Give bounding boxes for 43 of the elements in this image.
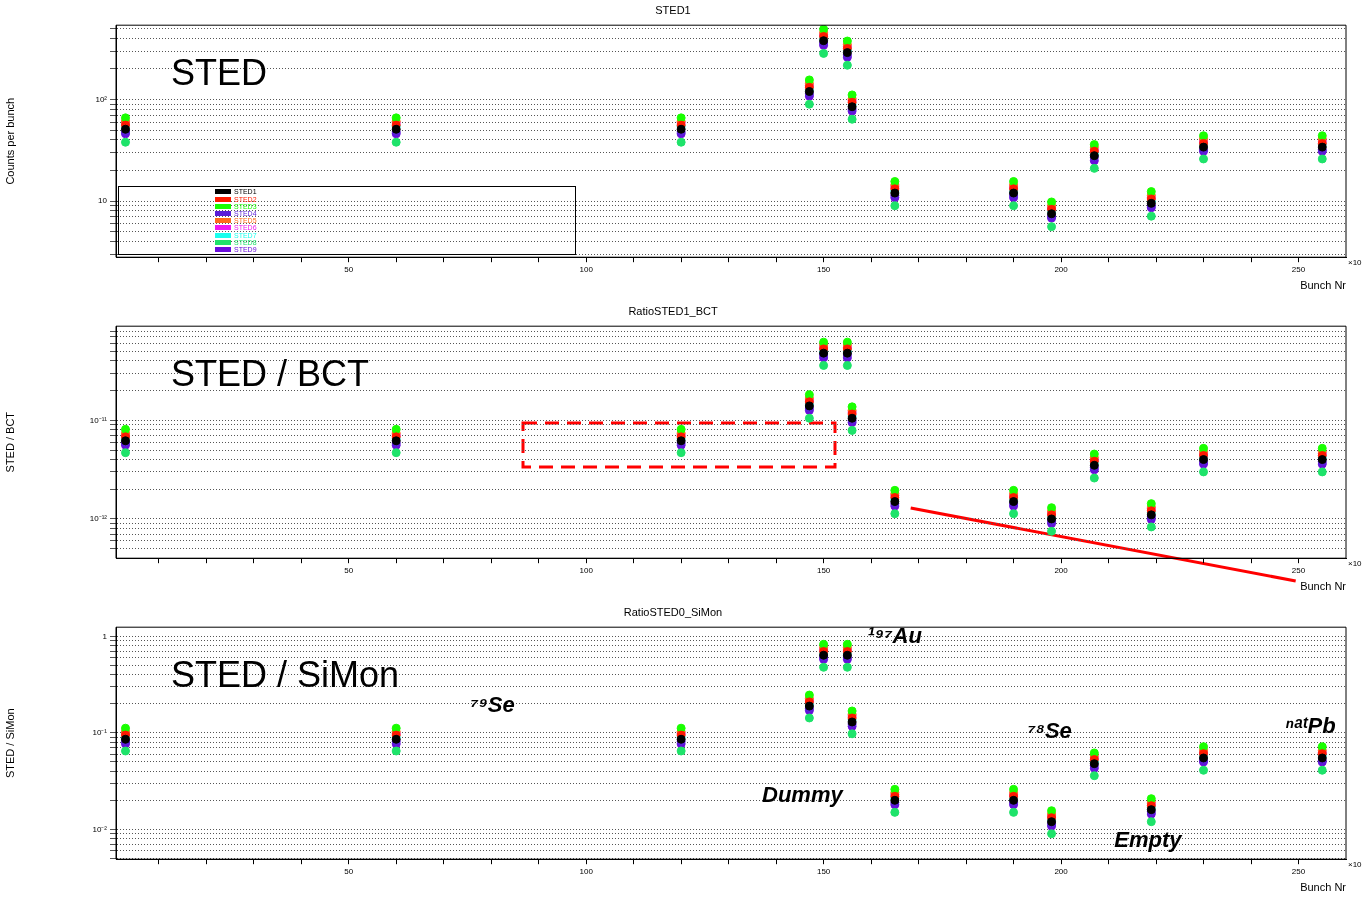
x-tick-label: 100	[579, 867, 594, 877]
annotation: STED / SiMon	[171, 654, 400, 696]
y-tick-label: 10	[98, 196, 108, 206]
y-tick-label: 10⁻¹¹	[89, 415, 108, 425]
x-tick-label: 200	[1054, 566, 1069, 576]
x-axis-title: Bunch Nr	[1300, 279, 1347, 292]
x-tick-label: 100	[579, 566, 594, 576]
y-axis-title: STED / SiMon	[3, 708, 16, 779]
x-axis-title: Bunch Nr	[1300, 881, 1347, 894]
x-axis-title: Bunch Nr	[1300, 580, 1347, 593]
x-tick-label: 100	[579, 265, 594, 275]
annotation: Empty	[1114, 826, 1184, 852]
y-tick-label: 10²	[95, 94, 108, 104]
annotation: ¹⁹⁷Au	[867, 622, 923, 648]
chart-title: STED1	[655, 3, 691, 16]
x-tick-label: 50	[344, 867, 354, 877]
text: ×10	[1348, 860, 1363, 870]
annotation: ⁿᵃᵗPb	[1285, 713, 1336, 739]
x-tick-label: 150	[816, 566, 831, 576]
chart-title: RatioSTED1_BCT	[628, 304, 718, 317]
y-tick-label: 10⁻²	[92, 824, 108, 834]
x-tick-label: 150	[816, 867, 831, 877]
annotation: ⁷⁸Se	[1027, 717, 1072, 743]
x-tick-label: 50	[344, 566, 354, 576]
x-tick-label: 250	[1291, 867, 1306, 877]
y-tick-label: 1	[102, 631, 108, 641]
annotation: ⁷⁹Se	[470, 692, 515, 718]
chart-title: RatioSTED0_SiMon	[623, 605, 723, 618]
annotation: Dummy	[762, 781, 845, 807]
x-tick-label: 250	[1291, 566, 1306, 576]
y-tick-label: 10⁻¹²	[89, 514, 108, 524]
annotation: STED	[171, 52, 268, 94]
x-tick-label: 200	[1054, 265, 1069, 275]
y-axis-title: Counts per bunch	[3, 97, 16, 185]
y-axis-title: STED / BCT	[3, 411, 16, 473]
annotation: STED / BCT	[171, 353, 370, 395]
text: ×10	[1348, 559, 1363, 569]
x-tick-label: 50	[344, 265, 354, 275]
x-tick-label: 200	[1054, 867, 1069, 877]
x-tick-label: 250	[1291, 265, 1306, 275]
y-tick-label: 10⁻¹	[92, 728, 108, 738]
text: ×10	[1348, 258, 1363, 268]
x-tick-label: 150	[816, 265, 831, 275]
